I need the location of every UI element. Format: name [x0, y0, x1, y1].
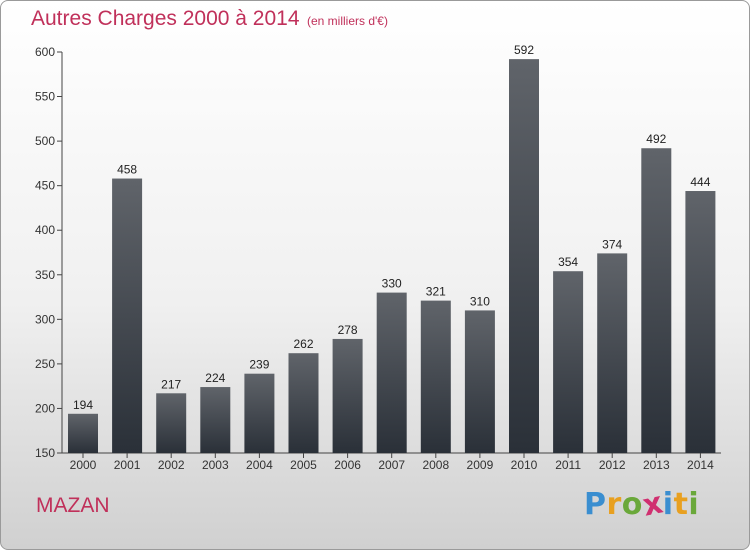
- y-tick-label: 300: [35, 312, 55, 326]
- bar-2006: [332, 338, 363, 453]
- x-tick-label: 2009: [467, 458, 494, 472]
- x-tick-label: 2014: [687, 458, 714, 472]
- logo-letter: i: [662, 487, 674, 522]
- bar-2004: [244, 373, 275, 453]
- x-tick-label: 2011: [555, 458, 581, 472]
- x-tick-label: 2005: [290, 458, 317, 472]
- x-tick-label: 2012: [599, 458, 626, 472]
- bar-value-label: 262: [293, 337, 313, 351]
- bar-2003: [200, 387, 231, 453]
- y-tick-label: 250: [35, 357, 55, 371]
- x-tick-label: 2008: [422, 458, 449, 472]
- bar-value-label: 217: [161, 377, 181, 391]
- logo-letter: r: [606, 487, 622, 522]
- bar-value-label: 224: [205, 371, 225, 385]
- bar-2007: [376, 292, 407, 453]
- y-tick-label: 450: [35, 179, 55, 193]
- bar-2001: [112, 178, 143, 453]
- bar-2002: [156, 393, 187, 453]
- x-tick-label: 2001: [114, 458, 141, 472]
- x-tick-label: 2004: [246, 458, 273, 472]
- bar-value-label: 278: [338, 323, 358, 337]
- bar-value-label: 239: [249, 358, 269, 372]
- bar-value-label: 194: [73, 398, 93, 412]
- bar-2012: [597, 253, 628, 453]
- y-tick-label: 200: [35, 401, 55, 415]
- bar-2011: [553, 271, 584, 453]
- chart-title: Autres Charges 2000 à 2014: [31, 7, 300, 30]
- bar-value-label: 444: [690, 175, 710, 189]
- bar-value-label: 354: [558, 255, 578, 269]
- bar-2005: [288, 353, 319, 453]
- y-tick-label: 350: [35, 268, 55, 282]
- x-tick-label: 2010: [511, 458, 538, 472]
- logo-letter: i: [688, 487, 700, 522]
- y-tick-label: 600: [35, 45, 55, 59]
- bar-value-label: 458: [117, 163, 137, 177]
- bar-value-label: 374: [602, 237, 622, 251]
- x-tick-label: 2006: [334, 458, 361, 472]
- x-tick-label: 2000: [70, 458, 97, 472]
- bar-value-label: 310: [470, 294, 490, 308]
- logo-letter: t: [673, 487, 689, 522]
- bar-2013: [641, 148, 672, 454]
- x-tick-label: 2002: [158, 458, 185, 472]
- y-tick-label: 150: [35, 446, 55, 460]
- y-tick-label: 400: [35, 223, 55, 237]
- bar-2014: [685, 191, 716, 453]
- bar-value-label: 330: [382, 277, 402, 291]
- x-tick-label: 2007: [378, 458, 405, 472]
- bar-value-label: 592: [514, 43, 534, 57]
- bar-value-label: 321: [426, 285, 446, 299]
- bar-2008: [420, 300, 451, 453]
- y-tick-label: 550: [35, 90, 55, 104]
- logo-letter: o: [621, 487, 643, 522]
- logo-letter: P: [584, 487, 607, 522]
- proxiti-logo: Proxiti: [584, 485, 700, 523]
- y-tick-label: 500: [35, 134, 55, 148]
- x-tick-label: 2003: [202, 458, 229, 472]
- x-tick-label: 2013: [643, 458, 670, 472]
- chart-subtitle: (en milliers d'€): [307, 14, 388, 28]
- bar-2000: [68, 413, 98, 453]
- bar-2009: [464, 310, 495, 453]
- city-name: MAZAN: [36, 494, 110, 517]
- bar-value-label: 492: [646, 132, 666, 146]
- bar-2010: [509, 59, 539, 454]
